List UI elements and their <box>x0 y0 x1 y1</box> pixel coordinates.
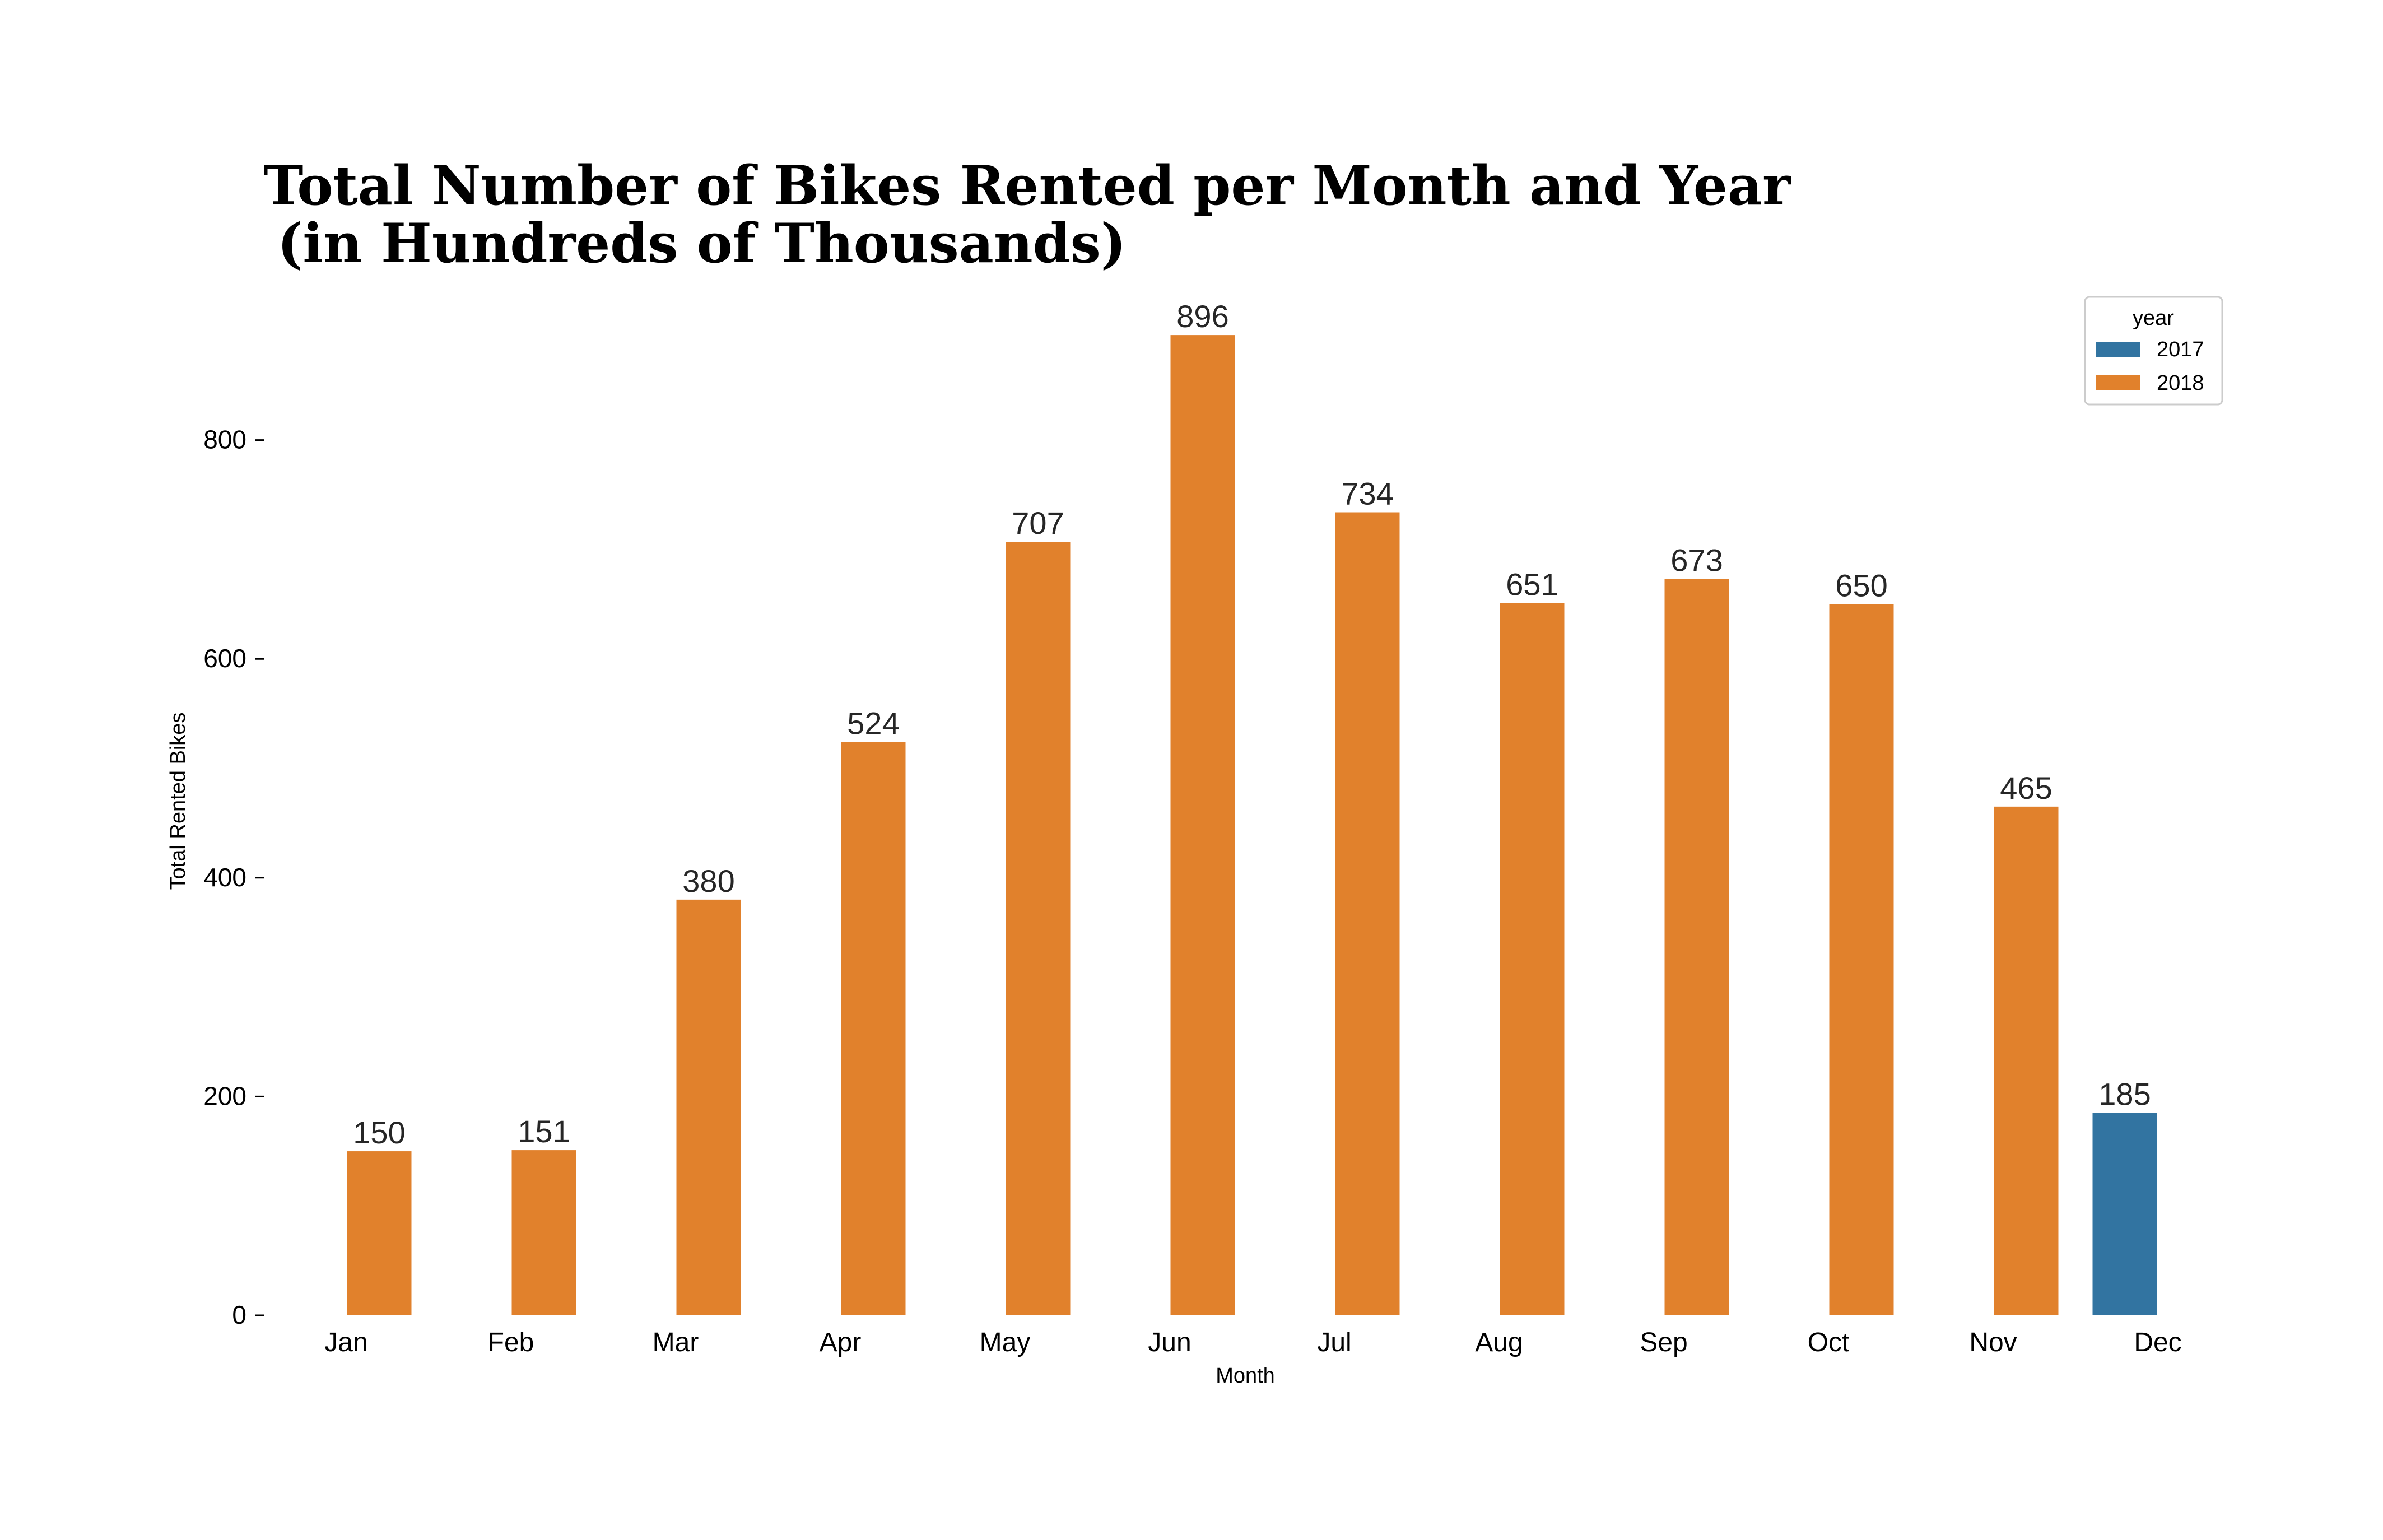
bar-sep-2018 <box>1664 579 1729 1315</box>
bar-dec-2017 <box>2092 1113 2157 1315</box>
chart-title: Total Number of Bikes Rented per Month a… <box>263 154 1791 217</box>
data-label-nov: 465 <box>2000 770 2052 806</box>
data-label-jul: 734 <box>1341 476 1393 511</box>
x-tick-label-sep: Sep <box>1640 1328 1687 1357</box>
legend-title: year <box>2133 306 2174 330</box>
x-tick-label-jun: Jun <box>1148 1328 1191 1357</box>
bars: 150 151 380 524 707 896 734 651 673 650 465 185 <box>347 299 2157 1315</box>
x-tick-label-mar: Mar <box>653 1328 699 1357</box>
bar-jun-2018 <box>1170 335 1235 1315</box>
y-tick-label: 400 <box>203 863 246 892</box>
y-tick-label: 200 <box>203 1081 246 1110</box>
legend-label-2017: 2017 <box>2157 338 2204 361</box>
x-tick-label-dec: Dec <box>2134 1328 2181 1357</box>
x-tick-label-may: May <box>980 1328 1031 1357</box>
bar-nov-2018 <box>1994 806 2059 1315</box>
x-tick-label-feb: Feb <box>488 1328 534 1357</box>
x-tick-label-nov: Nov <box>1969 1328 2017 1357</box>
legend-label-2018: 2018 <box>2157 371 2204 395</box>
x-axis-label: Month <box>1216 1364 1275 1388</box>
x-tick-label-apr: Apr <box>820 1328 862 1357</box>
bar-may-2018 <box>1006 542 1071 1315</box>
data-label-dec: 185 <box>2098 1077 2151 1112</box>
x-tick-label-jan: Jan <box>324 1328 367 1357</box>
data-label-apr: 524 <box>847 706 899 741</box>
legend: year 2017 2018 <box>2084 296 2223 406</box>
x-tick-label-jul: Jul <box>1317 1328 1351 1357</box>
data-label-sep: 673 <box>1670 543 1723 578</box>
chart-subtitle: (in Hundreds of Thousands) <box>277 212 1126 275</box>
y-axis-label: Total Rented Bikes <box>166 713 190 890</box>
y-tick-label: 0 <box>232 1300 246 1329</box>
bar-aug-2018 <box>1500 603 1565 1315</box>
bar-jul-2018 <box>1335 512 1400 1315</box>
data-label-jan: 150 <box>353 1115 405 1150</box>
x-tick-label-oct: Oct <box>1808 1328 1850 1357</box>
data-label-jun: 896 <box>1176 299 1228 334</box>
y-axis: 0 200 400 600 800 <box>203 425 264 1329</box>
bar-oct-2018 <box>1829 604 1894 1315</box>
legend-swatch-2017 <box>2096 342 2140 357</box>
bar-feb-2018 <box>511 1150 576 1315</box>
y-tick-label: 800 <box>203 425 246 454</box>
bar-jan-2018 <box>347 1151 412 1315</box>
x-tick-label-aug: Aug <box>1475 1328 1523 1357</box>
bar-mar-2018 <box>676 899 741 1315</box>
data-label-oct: 650 <box>1835 568 1887 603</box>
data-label-mar: 380 <box>682 863 734 899</box>
y-tick-label: 600 <box>203 644 246 673</box>
legend-swatch-2018 <box>2096 375 2140 390</box>
x-axis: Jan Feb Mar Apr May Jun Jul Aug Sep Oct Nov Dec <box>324 1328 2181 1357</box>
data-label-aug: 651 <box>1506 567 1558 602</box>
bar-apr-2018 <box>841 742 906 1315</box>
data-label-feb: 151 <box>518 1114 570 1149</box>
data-label-may: 707 <box>1012 505 1064 541</box>
